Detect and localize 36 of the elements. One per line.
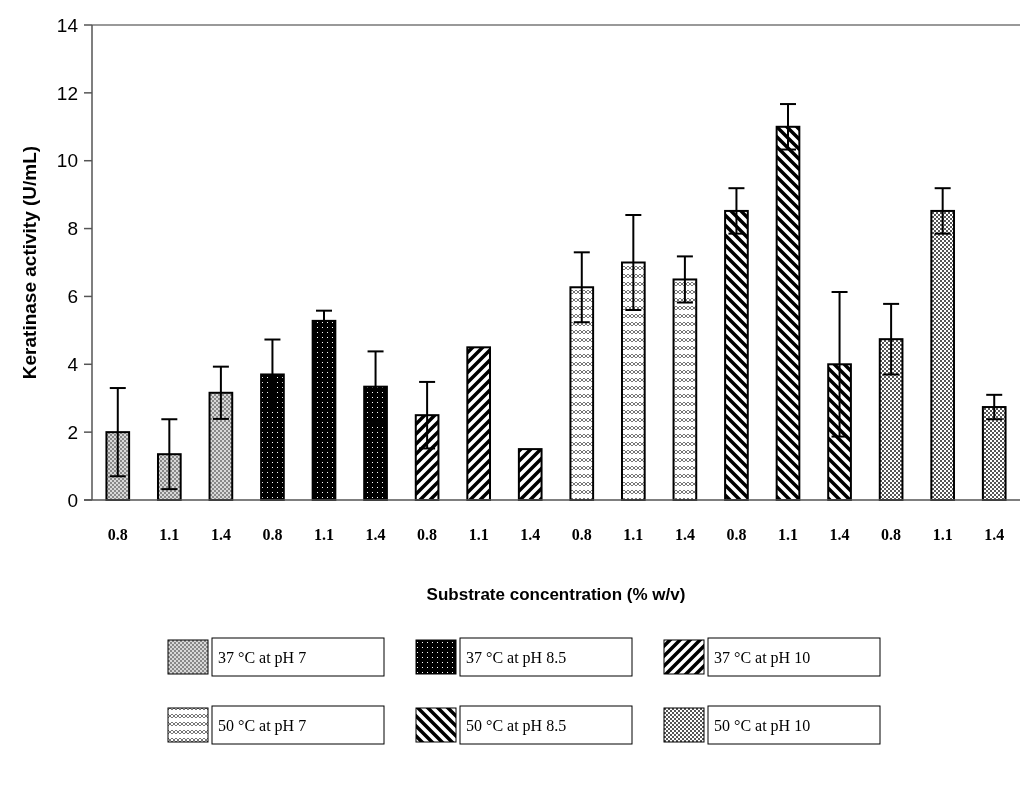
bar [466, 346, 492, 501]
x-tick-label: 0.8 [571, 526, 592, 543]
y-tick-label: 4 [67, 353, 79, 375]
y-tick-label: 14 [56, 14, 79, 36]
legend-label: 37 °C at pH 10 [714, 648, 811, 667]
y-tick-label: 8 [67, 218, 78, 240]
x-tick-label: 1.1 [314, 526, 334, 543]
x-tick-label: 1.1 [468, 526, 489, 543]
legend-label: 50 °C at pH 10 [714, 716, 811, 735]
x-tick-label: 1.4 [674, 526, 695, 543]
legend-label: 37 °C at pH 7 [218, 648, 307, 667]
y-tick-label: 0 [67, 489, 78, 511]
x-tick-label: 0.8 [417, 526, 438, 543]
x-tick-label: 1.1 [623, 526, 644, 543]
x-tick-label: 0.8 [262, 526, 283, 543]
y-tick-label: 10 [56, 150, 78, 172]
x-tick-label: 1.1 [932, 526, 953, 543]
y-tick-label: 12 [56, 82, 78, 104]
y-axis-title: Keratinase activity (U/mL) [19, 145, 40, 380]
x-tick-label: 0.8 [726, 526, 747, 543]
x-tick-label: 1.1 [778, 526, 798, 543]
legend-label: 37 °C at pH 8.5 [466, 648, 567, 667]
x-tick-label: 0.8 [107, 526, 128, 543]
x-tick-label: 1.4 [520, 526, 541, 543]
x-tick-label: 1.4 [829, 526, 850, 543]
x-tick-label: 1.4 [365, 526, 386, 543]
y-tick-label: 2 [67, 421, 78, 443]
legend-label: 50 °C at pH 7 [218, 716, 307, 735]
x-tick-label: 1.1 [159, 526, 180, 543]
x-tick-label: 1.4 [984, 526, 1005, 543]
x-axis-title: Substrate concentration (% w/v) [426, 585, 686, 604]
bar [517, 448, 543, 501]
y-tick-label: 6 [67, 286, 78, 308]
x-tick-label: 0.8 [881, 526, 902, 543]
legend-label: 50 °C at pH 8.5 [466, 716, 567, 735]
x-tick-label: 1.4 [210, 526, 231, 543]
